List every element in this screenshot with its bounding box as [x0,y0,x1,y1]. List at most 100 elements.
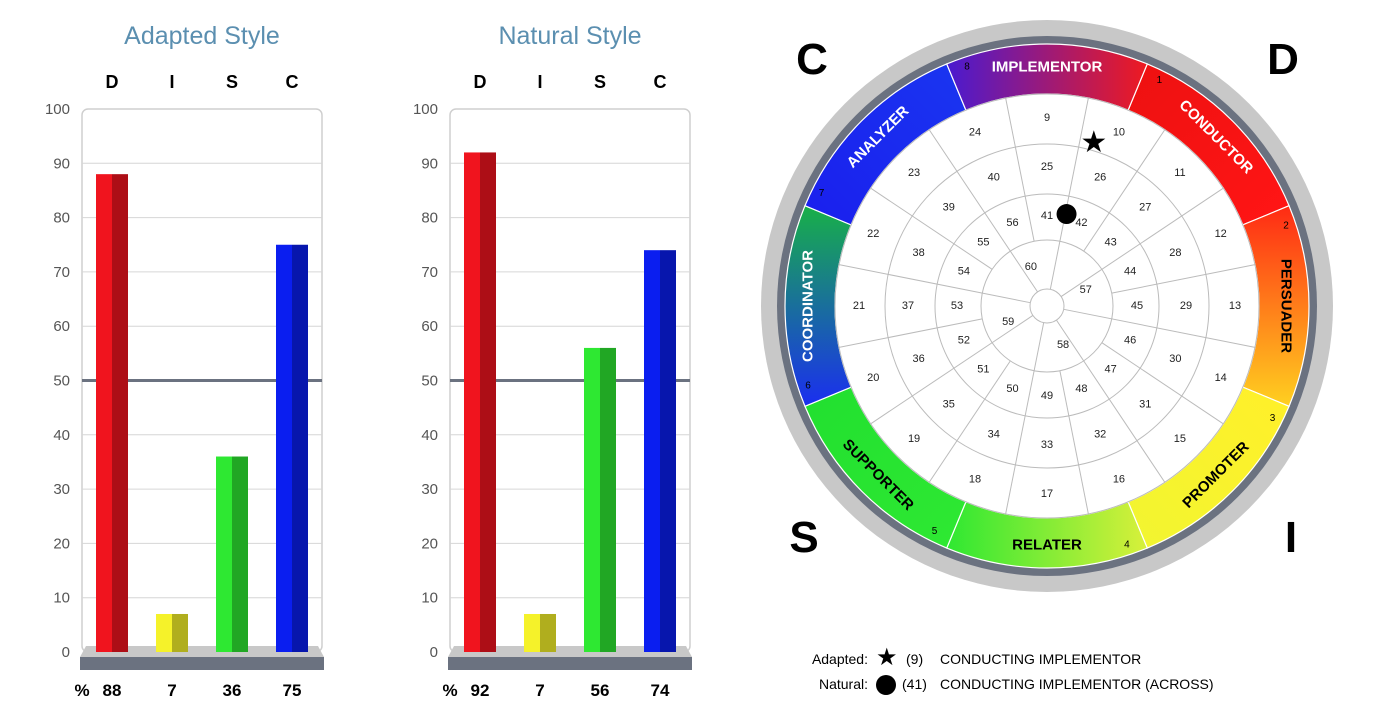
ring-number: 48 [1075,383,1087,395]
ring-number: 45 [1131,300,1143,312]
ring-number: 14 [1215,372,1227,384]
y-tick-label: 0 [430,644,438,661]
y-tick-label: 40 [421,427,438,444]
ring-number: 18 [969,474,981,486]
bar-shade-c [292,244,308,652]
ring-number: 37 [902,300,914,312]
legend-natural-value: (41) [902,676,927,692]
sector-label: COORDINATOR [800,250,817,362]
wheel-spoke [870,187,993,270]
wheel-inner [834,93,1260,519]
legend-natural-text: CONDUCTING IMPLEMENTOR (ACROSS) [940,676,1214,692]
y-tick-label: 50 [421,373,438,390]
wheel-spoke [1049,97,1089,290]
wheel-spoke [1060,187,1224,297]
bar-c [276,244,292,652]
adapted-star-marker: ★ [1080,125,1107,160]
ring-number: 58 [1057,339,1069,351]
value-label: 74 [651,681,670,700]
wheel-spoke [1083,129,1166,252]
bar-chart-1: 0 10 20 30 40 50 60 70 80 90 100% D 92 I 7 S 56 C 74 [413,72,692,700]
bar-shade-i [540,613,556,652]
y-tick-label: 40 [53,427,70,444]
chart-base [448,657,692,670]
ring-number: 29 [1180,300,1192,312]
wheel-spoke [1056,319,1166,483]
y-tick-label: 10 [53,590,70,607]
ring-number: 33 [1041,439,1053,451]
ring-number: 60 [1025,261,1037,273]
category-label: C [654,72,667,92]
corner-label-s: S [789,513,818,562]
chart-base-top [80,646,324,657]
category-label: I [537,72,542,92]
sector-label: RELATER [1012,537,1082,554]
ring-number: 16 [1113,474,1125,486]
wheel-ring [884,143,1210,469]
y-tick-label: 30 [421,481,438,498]
ring-number: 32 [1094,428,1106,440]
wheel-spoke [1063,308,1256,348]
y-tick-label: 60 [421,318,438,335]
ring-number: 24 [969,126,981,138]
value-label: 36 [223,681,242,700]
ring-number: 20 [867,372,879,384]
bar-shade-c [660,250,676,652]
y-tick-label: 80 [421,210,438,227]
y-tick-label: 10 [421,590,438,607]
ring-number: 28 [1169,247,1181,259]
ring-number: 30 [1169,353,1181,365]
star-icon: ★ [876,644,898,671]
bar-chart-0: 0 10 20 30 40 50 60 70 80 90 100% D 88 I 7 S 36 C 75 [45,72,324,700]
value-label: 92 [471,681,490,700]
value-label: 56 [591,681,610,700]
ring-number: 50 [1006,383,1018,395]
ring-number: 41 [1041,210,1053,222]
value-label: 75 [283,681,302,700]
y-tick-label: 30 [53,481,70,498]
sector-number: 7 [819,188,825,199]
ring-number: 42 [1075,217,1087,229]
ring-number: 56 [1006,217,1018,229]
ring-number: 46 [1124,334,1136,346]
category-label: D [106,72,119,92]
adapted-chart-title: Adapted Style [124,22,280,50]
bar-s [216,456,232,652]
ring-number: 15 [1174,433,1186,445]
wheel-spoke [1005,322,1045,515]
bar-shade-d [112,174,128,652]
ring-number: 23 [908,167,920,179]
legend-adapted-text: CONDUCTING IMPLEMENTOR [940,651,1142,667]
natural-dot-marker [1056,204,1077,225]
chart-base [80,657,324,670]
ring-number: 19 [908,433,920,445]
value-label: 7 [167,681,176,700]
y-tick-label: 20 [53,535,70,552]
y-tick-label: 70 [53,264,70,281]
sector-number: 3 [1270,413,1276,424]
category-label: C [286,72,299,92]
sector-number: 4 [1124,539,1130,550]
corner-label-i: I [1285,513,1297,562]
ring-number: 25 [1041,161,1053,173]
natural-chart-title: Natural Style [498,22,642,50]
y-tick-label: 50 [53,373,70,390]
ring-number: 39 [943,202,955,214]
y-tick-label: 90 [53,155,70,172]
ring-number: 44 [1124,266,1136,278]
wheel-spoke [1005,97,1035,242]
ring-number: 13 [1229,300,1241,312]
y-tick-label: 70 [421,264,438,281]
category-label: S [226,72,238,92]
category-label: I [169,72,174,92]
sector-label: IMPLEMENTOR [992,59,1103,76]
ring-number: 27 [1139,202,1151,214]
ring-number: 57 [1080,284,1092,296]
value-label: 7 [535,681,544,700]
bar-i [524,613,540,652]
wheel-ring [980,239,1114,373]
bar-c [644,250,660,652]
sector-number: 6 [805,380,811,391]
wheel-spoke [838,264,1031,304]
